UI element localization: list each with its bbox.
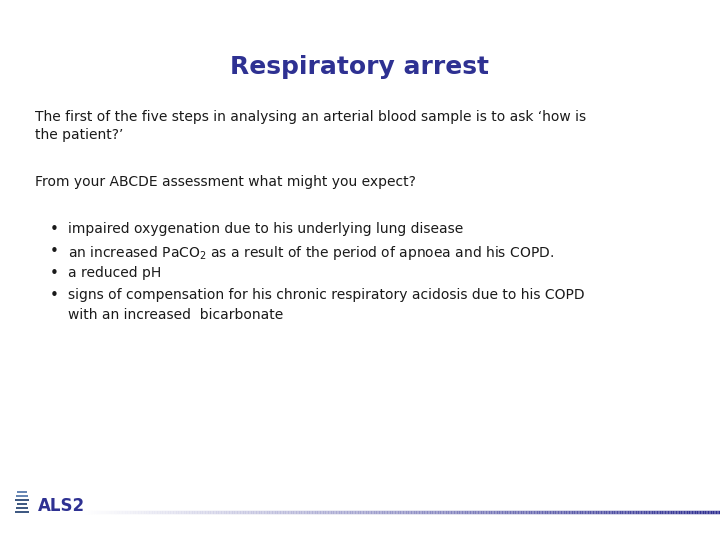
Text: Respiratory arrest: Respiratory arrest: [230, 55, 490, 79]
Text: an increased PaCO$_2$ as a result of the period of apnoea and his COPD.: an increased PaCO$_2$ as a result of the…: [68, 244, 554, 262]
Text: ALS2: ALS2: [38, 497, 85, 515]
Text: a reduced pH: a reduced pH: [68, 266, 161, 280]
Text: From your ABCDE assessment what might you expect?: From your ABCDE assessment what might yo…: [35, 175, 416, 189]
Text: •: •: [50, 288, 59, 303]
Text: with an increased  bicarbonate: with an increased bicarbonate: [68, 308, 283, 322]
Text: •: •: [50, 244, 59, 259]
Text: The first of the five steps in analysing an arterial blood sample is to ask ‘how: The first of the five steps in analysing…: [35, 110, 586, 124]
Text: signs of compensation for his chronic respiratory acidosis due to his COPD: signs of compensation for his chronic re…: [68, 288, 585, 302]
Text: •: •: [50, 222, 59, 237]
Text: the patient?’: the patient?’: [35, 128, 123, 142]
Text: impaired oxygenation due to his underlying lung disease: impaired oxygenation due to his underlyi…: [68, 222, 463, 236]
Text: •: •: [50, 266, 59, 281]
